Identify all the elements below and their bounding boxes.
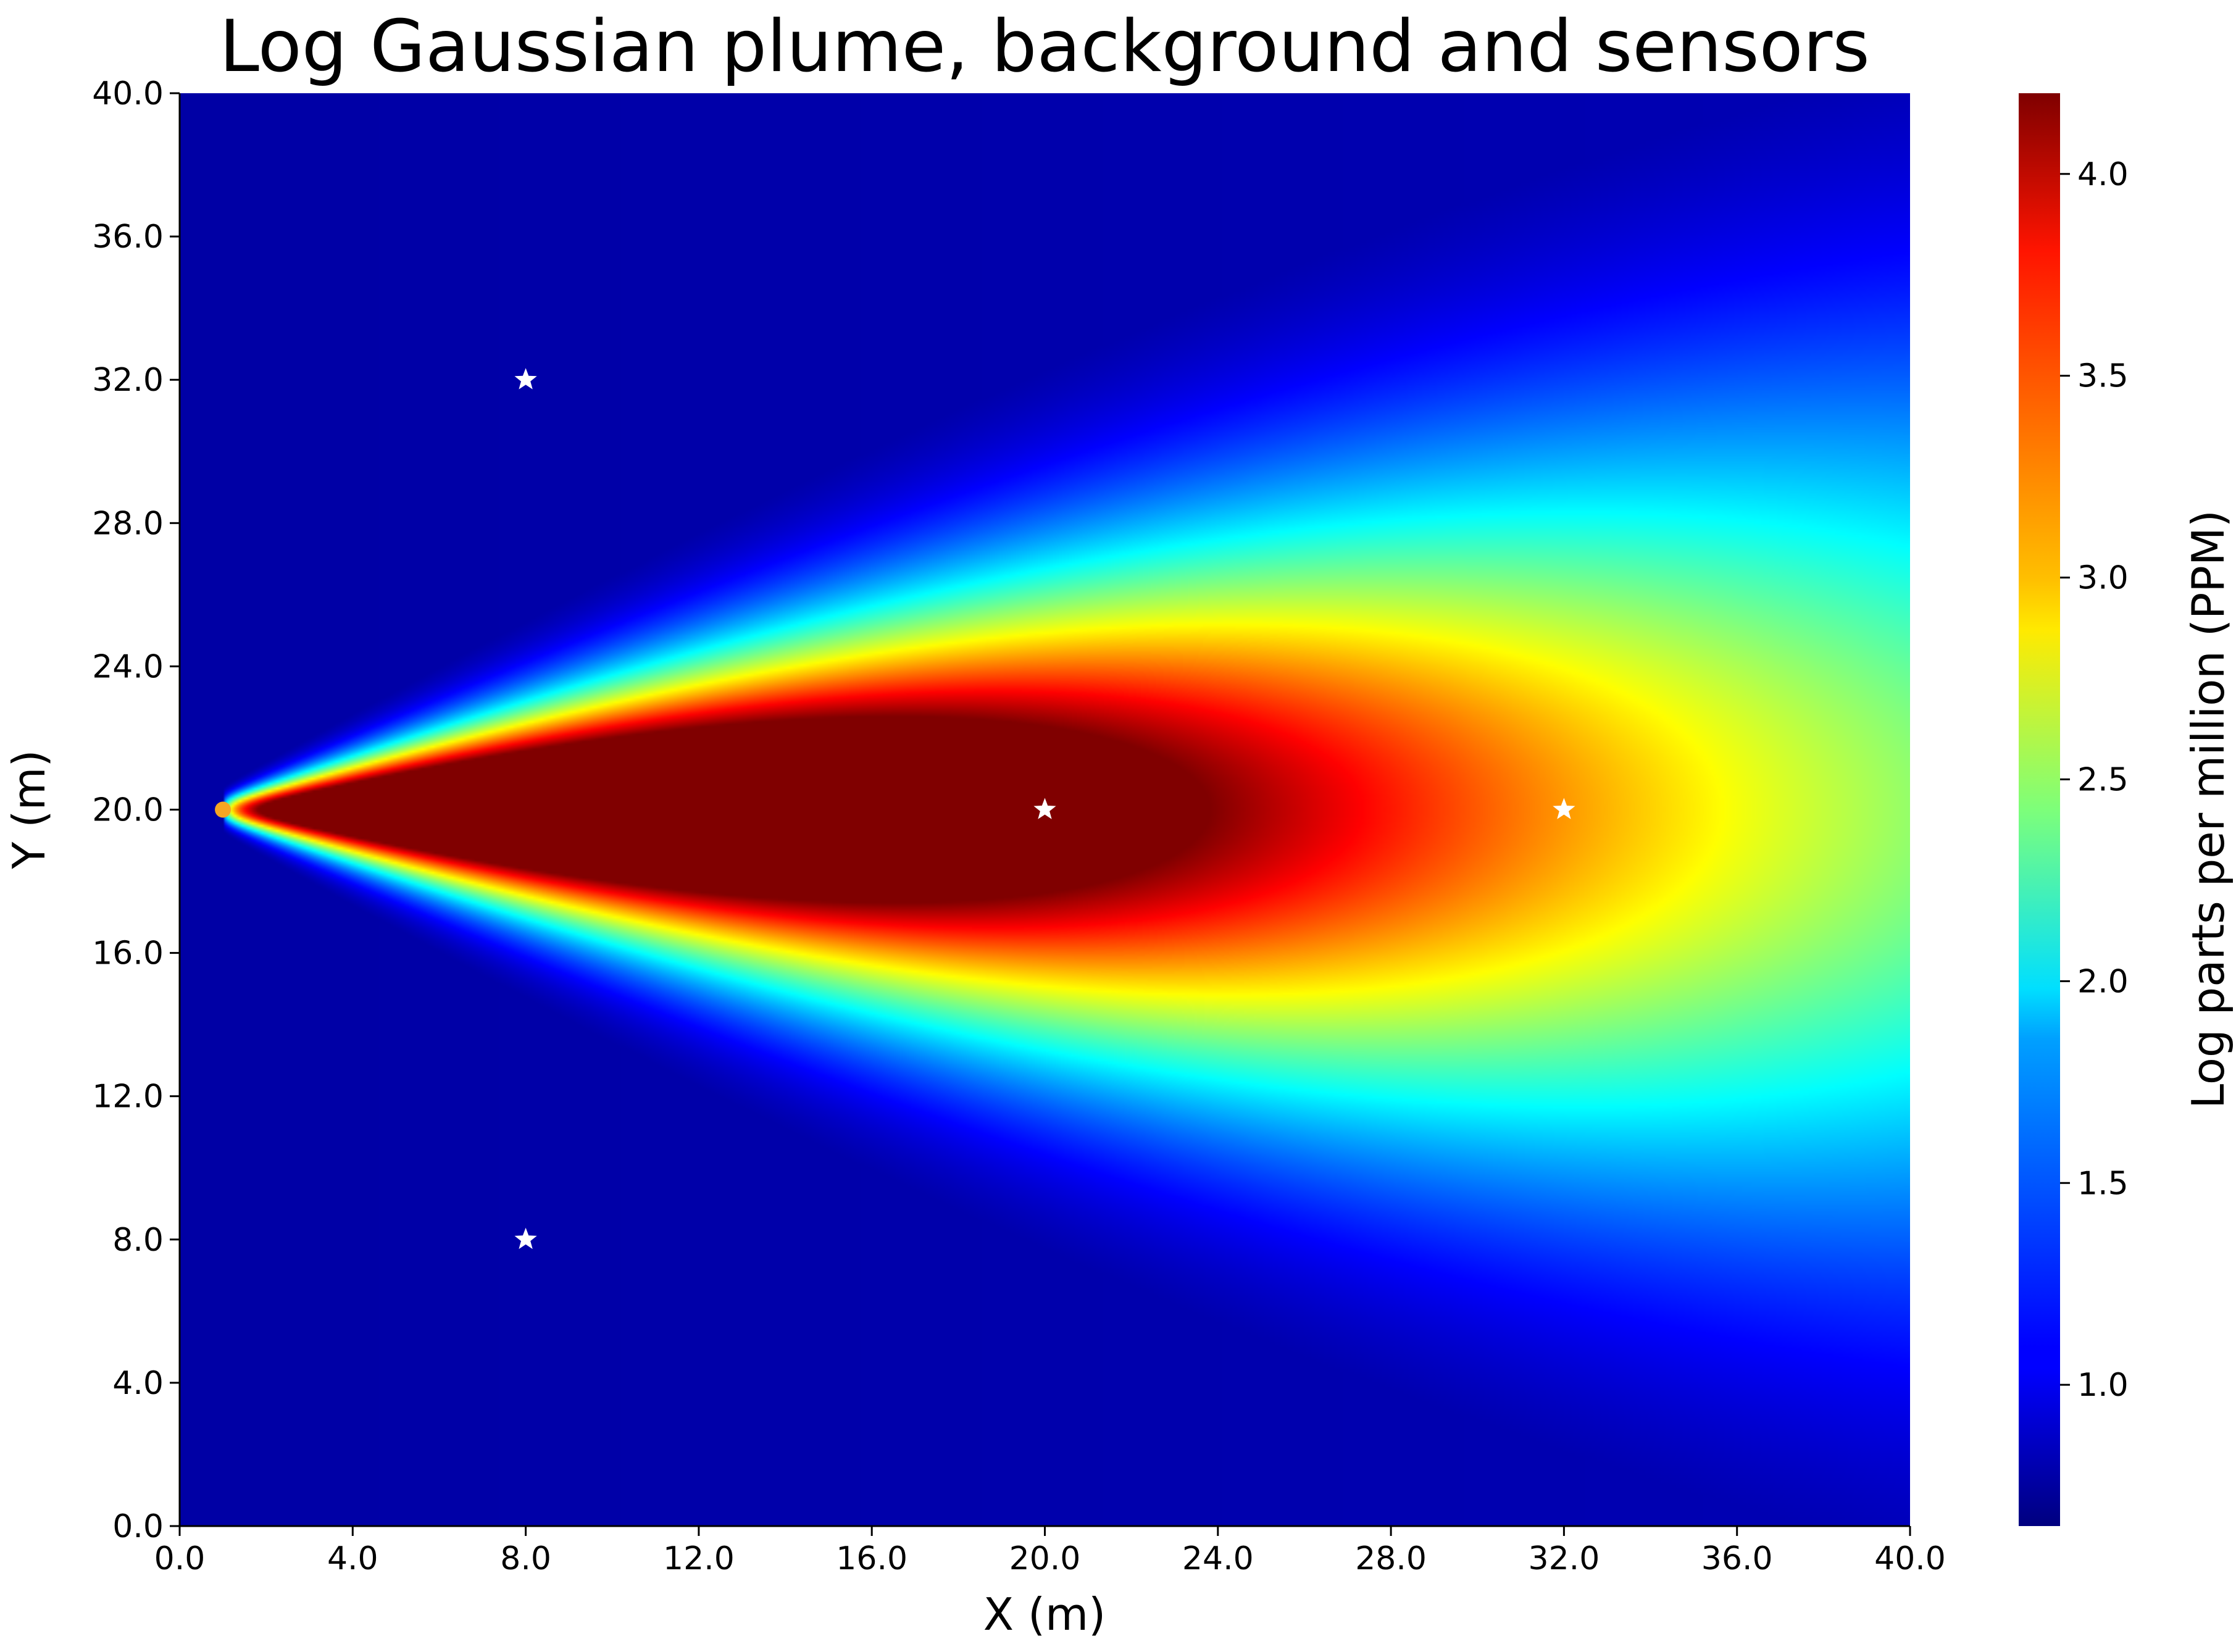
y-tick-label: 32.0 <box>92 362 164 399</box>
x-tick-label: 28.0 <box>1355 1540 1427 1577</box>
x-tick-label: 8.0 <box>500 1540 551 1577</box>
x-tick-label: 24.0 <box>1182 1540 1254 1577</box>
sensor-marker-2 <box>514 1227 537 1249</box>
x-tick-label: 16.0 <box>836 1540 907 1577</box>
x-tick-label: 40.0 <box>1874 1540 1946 1577</box>
x-tick-label: 36.0 <box>1701 1540 1773 1577</box>
y-tick-label: 0.0 <box>112 1508 164 1545</box>
source-marker <box>215 801 232 818</box>
y-tick-label: 8.0 <box>112 1222 164 1259</box>
y-axis-label: Y (m) <box>3 749 55 869</box>
colorbar-tick-label: 2.5 <box>2077 761 2129 798</box>
colorbar-tick-label: 3.5 <box>2077 358 2129 395</box>
y-tick-label: 40.0 <box>92 75 164 112</box>
sensor-marker-4 <box>1553 798 1575 819</box>
colorbar-tick-label: 2.0 <box>2077 963 2129 1000</box>
colorbar-tick-label: 1.0 <box>2077 1367 2129 1404</box>
colorbar-bar <box>2019 93 2060 1526</box>
y-axis: 0.0 4.0 8.0 12.0 16.0 20.0 24.0 28.0 32.0 36.0 40.… <box>92 75 181 1545</box>
y-tick-label: 24.0 <box>92 648 164 685</box>
x-axis: 0.0 4.0 8.0 12.0 16.0 20.0 24.0 28.0 32.0 36.0 40.… <box>154 1525 1946 1577</box>
x-tick-label: 12.0 <box>663 1540 735 1577</box>
colorbar-ticks: 1.0 1.5 2.0 2.5 3.0 3.5 4.0 <box>2060 156 2129 1404</box>
x-axis-label: X (m) <box>983 1588 1106 1640</box>
colorbar: 1.0 1.5 2.0 2.5 3.0 3.5 4.0 <box>2019 93 2129 1526</box>
x-tick-label: 32.0 <box>1529 1540 1600 1577</box>
y-tick-label: 36.0 <box>92 219 164 256</box>
y-tick-label: 12.0 <box>92 1078 164 1116</box>
colorbar-label: Log parts per million (PPM) <box>2182 510 2234 1109</box>
x-tick-label: 0.0 <box>154 1540 206 1577</box>
colorbar-tick-label: 1.5 <box>2077 1165 2129 1202</box>
sensor-marker-1 <box>514 368 537 390</box>
colorbar-tick-label: 4.0 <box>2077 156 2129 193</box>
marker-layer <box>215 368 1575 1249</box>
colorbar-tick-label: 3.0 <box>2077 560 2129 597</box>
y-tick-label: 28.0 <box>92 505 164 542</box>
y-tick-label: 16.0 <box>92 935 164 972</box>
plot-area <box>180 93 1910 1526</box>
y-tick-label: 20.0 <box>92 792 164 829</box>
chart-title: Log Gaussian plume, background and senso… <box>219 5 1870 88</box>
x-tick-label: 20.0 <box>1009 1540 1081 1577</box>
x-tick-label: 4.0 <box>327 1540 378 1577</box>
sensor-marker-3 <box>1033 798 1056 819</box>
y-tick-label: 4.0 <box>112 1365 164 1402</box>
